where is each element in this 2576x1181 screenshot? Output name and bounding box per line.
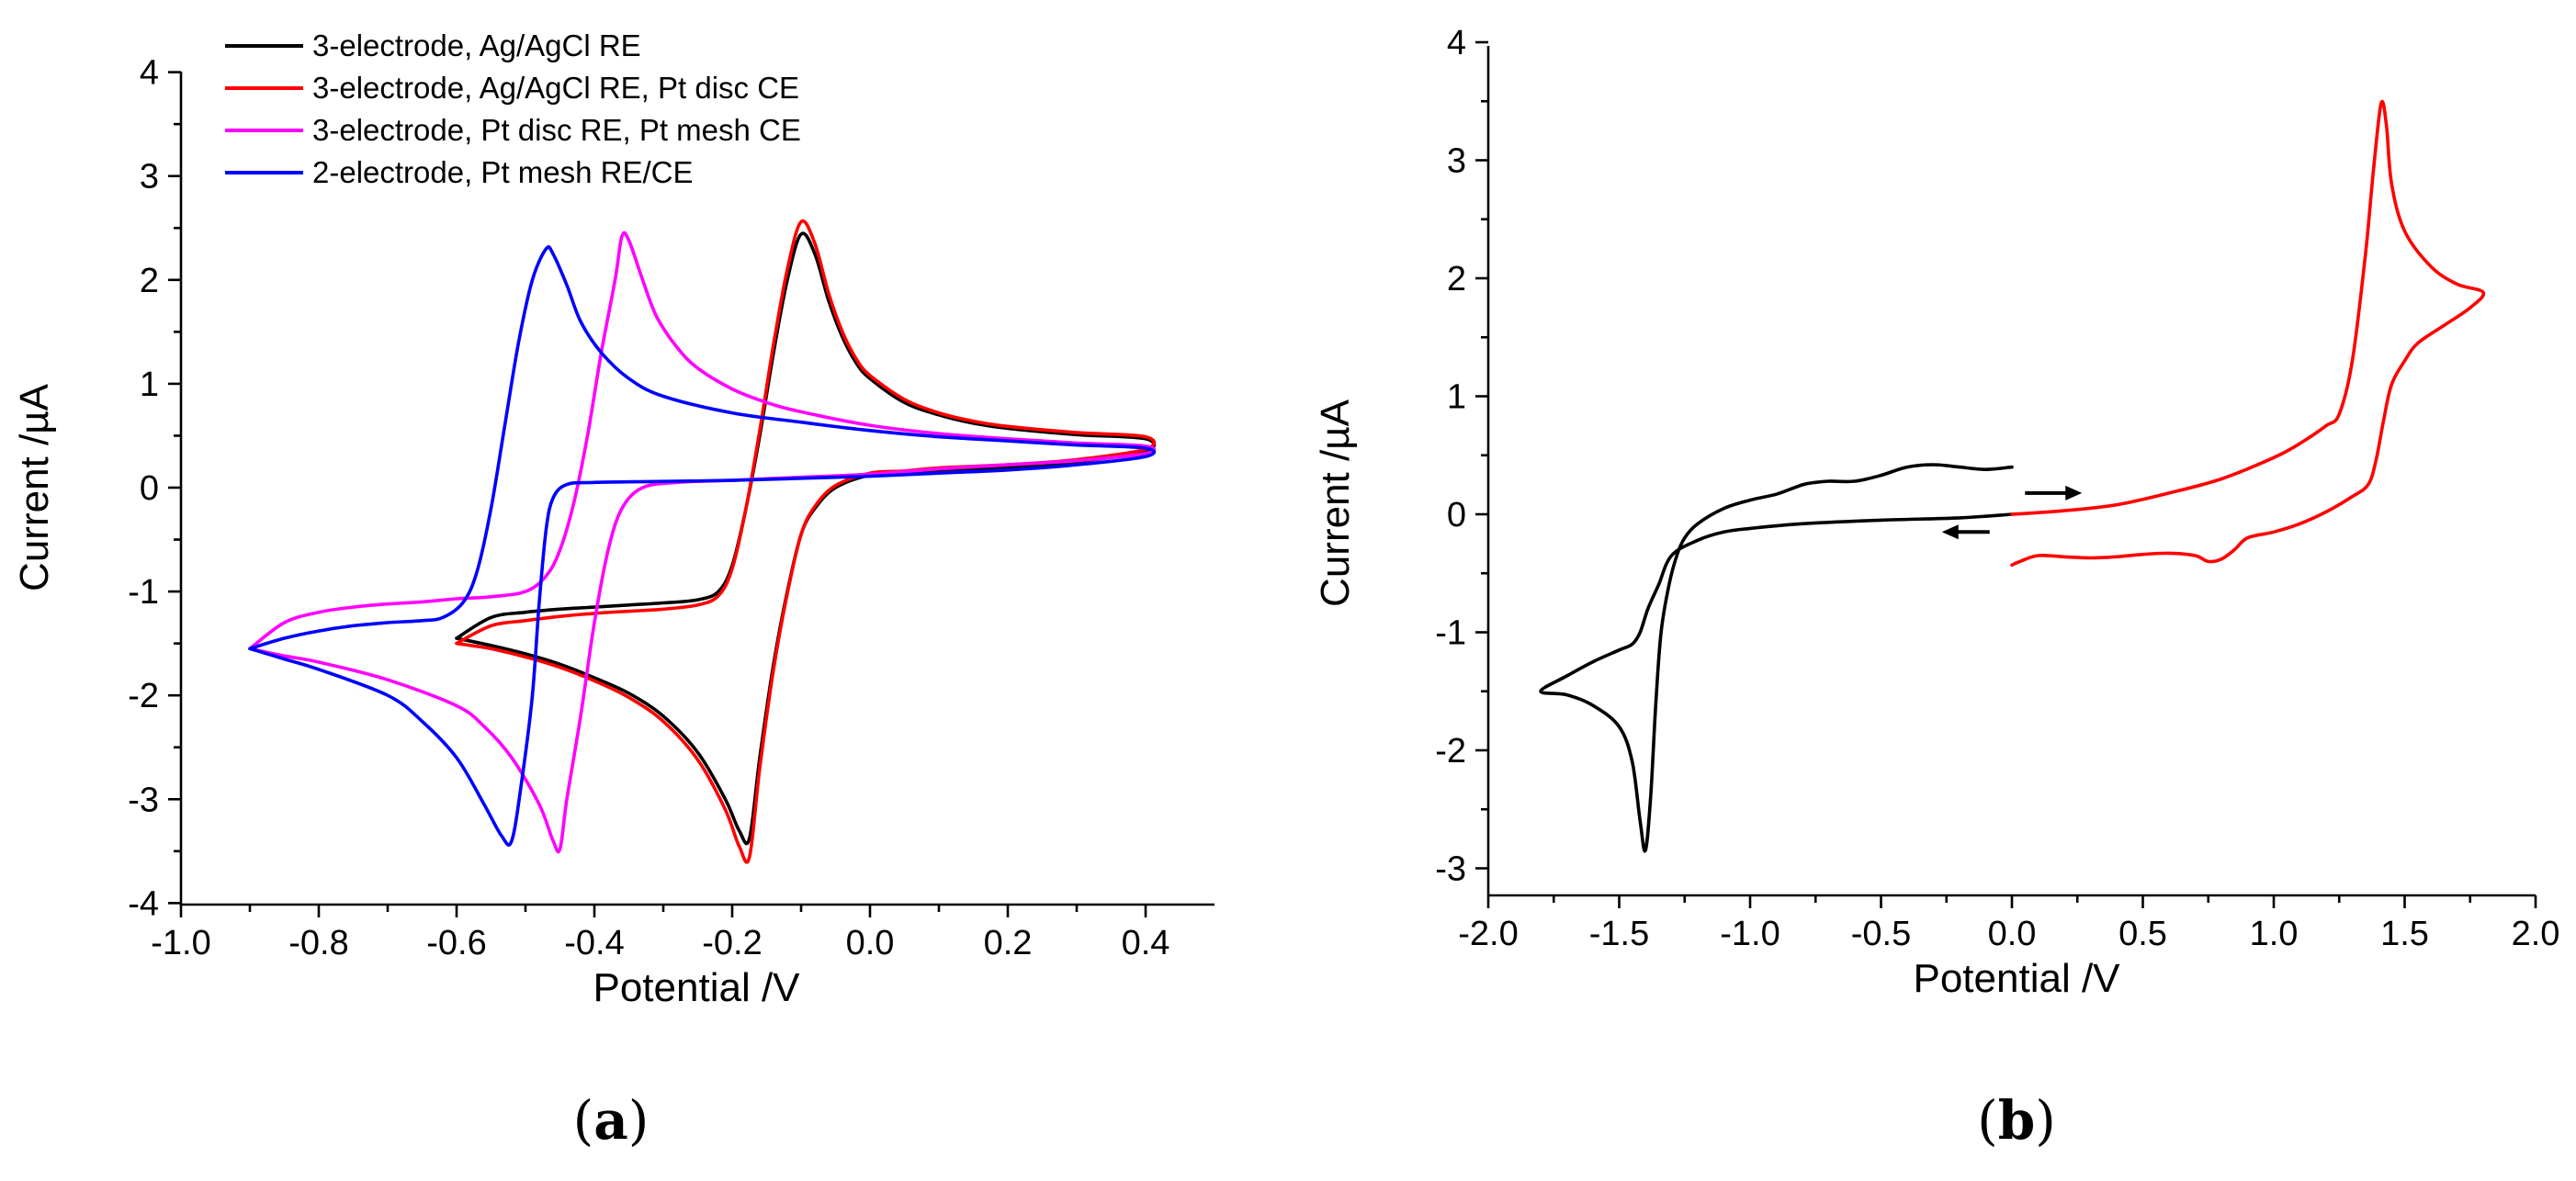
y-tick-label: 3 [1447, 142, 1466, 181]
y-tick-label: -1 [1435, 614, 1466, 653]
panel-label-b-letter: b [1998, 1089, 2036, 1152]
chart-b-axes [1486, 46, 2536, 897]
arrow-right-icon [2065, 485, 2083, 501]
panel-label-a-letter: a [593, 1089, 628, 1152]
chart-a: -1.0 -0.8 -0.6 -0.4 -0.2 0.0 0.2 0.4 -4 -3 -2 -1 0 1… [12, 28, 1215, 1152]
y-tick-label: 1 [140, 366, 159, 404]
y-tick-label: -1 [128, 573, 159, 612]
x-tick-label: -0.4 [564, 924, 624, 962]
x-tick-label: -0.2 [702, 924, 762, 962]
chart-a-x-ticks: -1.0 -0.8 -0.6 -0.4 -0.2 0.0 0.2 0.4 [151, 905, 1169, 962]
x-tick-label: 1.5 [2380, 915, 2429, 953]
x-tick-label: -0.8 [288, 924, 348, 962]
y-tick-label: -4 [128, 884, 159, 923]
chart-a-legend: 3-electrode, Ag/AgCl RE 3-electrode, Ag/A… [225, 28, 801, 189]
y-tick-label: -3 [128, 781, 159, 819]
panel-label-b: (b) [1977, 1089, 2056, 1152]
y-tick-label: -3 [1435, 850, 1466, 889]
chart-a-curves [248, 219, 1157, 864]
x-tick-label: -0.6 [426, 924, 486, 962]
y-tick-label: 2 [1447, 260, 1466, 298]
chart-b-y-axis-title: Current /µA [1313, 399, 1358, 607]
chart-b-x-axis-title: Potential /V [1913, 956, 2120, 1001]
panel-label-a: (a) [573, 1089, 650, 1152]
chart-b: -2.0 -1.5 -1.0 -0.5 0.0 0.5 1.0 1.5 2.0 -3 -2 -1 0 1… [1313, 24, 2559, 1152]
y-tick-label: 1 [1447, 378, 1466, 417]
chart-b-x-ticks: -2.0 -1.5 -1.0 -0.5 0.0 0.5 1.0 1.5 2.0 [1458, 895, 2559, 953]
x-tick-label: 0.0 [846, 924, 895, 962]
legend-label: 3-electrode, Pt disc RE, Pt mesh CE [312, 113, 801, 147]
x-tick-label: -0.5 [1851, 915, 1911, 953]
x-tick-label: -1.0 [151, 924, 210, 962]
x-tick-label: 0.0 [1988, 915, 2037, 953]
legend-label: 3-electrode, Ag/AgCl RE, Pt disc CE [312, 71, 799, 105]
x-tick-label: 2.0 [2512, 915, 2560, 953]
chart-a-y-ticks: -4 -3 -2 -1 0 1 2 3 4 [128, 54, 181, 923]
series-line-a-1 [455, 219, 1157, 864]
x-tick-label: 0.4 [1122, 924, 1170, 962]
y-tick-label: 0 [1447, 496, 1466, 534]
x-tick-label: -1.5 [1589, 915, 1649, 953]
x-tick-label: -2.0 [1458, 915, 1518, 953]
y-tick-label: 4 [1447, 24, 1466, 62]
x-tick-label: -1.0 [1720, 915, 1779, 953]
x-tick-label: 0.5 [2118, 915, 2167, 953]
series-line-a-0 [455, 231, 1157, 846]
y-tick-label: 0 [140, 469, 159, 508]
y-tick-label: 2 [140, 262, 159, 300]
y-tick-label: -2 [128, 677, 159, 715]
y-tick-label: -2 [1435, 732, 1466, 770]
y-tick-label: 4 [140, 54, 159, 93]
x-tick-label: 1.0 [2250, 915, 2299, 953]
chart-b-annotations [1941, 485, 2083, 540]
chart-b-y-ticks: -3 -2 -1 0 1 2 3 4 [1435, 24, 1488, 889]
chart-a-axes [179, 72, 1215, 906]
chart-b-curves [1539, 99, 2486, 853]
series-line-b-0 [1539, 463, 2014, 853]
series-line-a-2 [248, 231, 1157, 854]
series-line-a-3 [248, 245, 1157, 847]
arrow-left-icon [1941, 524, 1959, 540]
chart-a-x-axis-title: Potential /V [593, 965, 800, 1010]
x-tick-label: 0.2 [984, 924, 1033, 962]
legend-label: 3-electrode, Ag/AgCl RE [312, 28, 641, 62]
chart-a-y-axis-title: Current /µA [12, 383, 57, 591]
y-tick-label: 3 [140, 158, 159, 197]
legend-label: 2-electrode, Pt mesh RE/CE [312, 155, 694, 189]
series-line-b-1 [2010, 99, 2486, 568]
